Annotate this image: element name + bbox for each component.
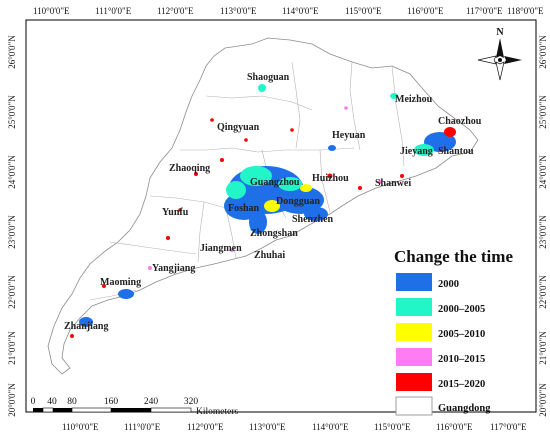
lon-tick-top: 114°0'0"E <box>282 6 319 16</box>
legend-swatch-guangdong <box>395 396 433 416</box>
lat-tick-right: 26°0'0"N <box>538 35 548 69</box>
lon-tick-bottom: 117°0'0"E <box>490 422 527 432</box>
lat-tick-right: 23°0'0"N <box>538 215 548 249</box>
lat-tick-right: 20°0'0"N <box>538 383 548 417</box>
lon-tick-top: 112°0'0"E <box>157 6 194 16</box>
city-label-chaozhou: Chaozhou <box>438 116 482 127</box>
lat-tick-left: 25°0'0"N <box>7 95 17 129</box>
lat-tick-right: 21°0'0"N <box>538 331 548 365</box>
scale-tick: 40 <box>47 397 57 407</box>
legend-label-2005-2010: 2005–2010 <box>438 329 485 340</box>
lon-tick-top: 111°0'0"E <box>95 6 132 16</box>
north-label: N <box>496 27 504 38</box>
city-label-zhaoqing: Zhaoqing <box>169 163 210 174</box>
lat-tick-left: 20°0'0"N <box>7 383 17 417</box>
city-label-meizhou: Meizhou <box>395 94 433 105</box>
legend-swatch-2000-2005 <box>396 298 432 316</box>
legend-swatch-2005-2010 <box>396 323 432 341</box>
lon-tick-top: 113°0'0"E <box>220 6 257 16</box>
city-label-foshan: Foshan <box>228 203 260 214</box>
city-label-guangzhou: Guangzhou <box>250 177 300 188</box>
lon-tick-bottom: 110°0'0"E <box>62 422 99 432</box>
lon-tick-bottom: 115°0'0"E <box>374 422 411 432</box>
scale-tick: 0 <box>31 397 36 407</box>
city-label-shaoguan: Shaoguan <box>247 72 290 83</box>
city-label-zhanjiang: Zhanjiang <box>64 321 108 332</box>
lon-tick-top: 118°0'0"E <box>507 6 544 16</box>
lat-tick-left: 26°0'0"N <box>7 35 17 69</box>
city-label-shenzhen: Shenzhen <box>292 214 334 225</box>
legend-label-2010-2015: 2010–2015 <box>438 354 485 365</box>
scale-tick: 160 <box>104 397 119 407</box>
legend-label-2000-2005: 2000–2005 <box>438 304 485 315</box>
legend-title: Change the time <box>394 247 513 266</box>
longitude-ticks-top: 110°0'0"E 111°0'0"E 112°0'0"E 113°0'0"E … <box>33 6 544 16</box>
city-label-huizhou: Huizhou <box>312 173 349 184</box>
latitude-ticks-left: 26°0'0"N 25°0'0"N 24°0'0"N 23°0'0"N 22°0… <box>7 35 17 417</box>
lon-tick-bottom: 111°0'0"E <box>124 422 161 432</box>
lon-tick-bottom: 112°0'0"E <box>187 422 224 432</box>
legend: Change the time 2000 2000–2005 2005–2010… <box>394 247 513 416</box>
lat-tick-right: 24°0'0"N <box>538 155 548 189</box>
longitude-ticks-bottom: 110°0'0"E 111°0'0"E 112°0'0"E 113°0'0"E … <box>62 422 527 432</box>
latitude-ticks-right: 26°0'0"N 25°0'0"N 24°0'0"N 23°0'0"N 22°0… <box>538 35 548 417</box>
legend-swatch-2000 <box>396 273 432 291</box>
city-label-jieyang: Jieyang <box>400 146 433 157</box>
legend-label-guangdong: Guangdong <box>438 403 491 414</box>
city-label-shanwei: Shanwei <box>375 178 411 189</box>
lon-tick-bottom: 113°0'0"E <box>249 422 286 432</box>
city-label-maoming: Maoming <box>100 277 141 288</box>
lat-tick-left: 22°0'0"N <box>7 275 17 309</box>
legend-swatch-2015-2020 <box>396 373 432 391</box>
lat-tick-left: 24°0'0"N <box>7 155 17 189</box>
city-label-yunfu: Yunfu <box>162 207 189 218</box>
lon-tick-bottom: 116°0'0"E <box>436 422 473 432</box>
city-label-heyuan: Heyuan <box>332 130 366 141</box>
lon-tick-top: 110°0'0"E <box>33 6 70 16</box>
city-labels: Shaoguan Meizhou Qingyuan Heyuan Chaozho… <box>64 72 482 332</box>
legend-label-2000: 2000 <box>438 279 459 290</box>
legend-swatch-2010-2015 <box>396 348 432 366</box>
city-label-jiangmen: Jiangmen <box>200 243 242 254</box>
lat-tick-right: 25°0'0"N <box>538 95 548 129</box>
lat-tick-left: 23°0'0"N <box>7 215 17 249</box>
scale-tick: 80 <box>67 397 77 407</box>
urban-patches <box>70 84 456 338</box>
scale-bar: 0 40 80 160 240 320 Kilometers <box>31 397 239 417</box>
city-label-zhuhai: Zhuhai <box>254 250 285 261</box>
lat-tick-right: 22°0'0"N <box>538 275 548 309</box>
city-label-zhongshan: Zhongshan <box>250 228 298 239</box>
lon-tick-top: 116°0'0"E <box>407 6 444 16</box>
city-label-shantou: Shantou <box>438 146 474 157</box>
scale-unit: Kilometers <box>196 407 239 417</box>
city-label-dongguan: Dongguan <box>276 196 320 207</box>
scale-tick: 240 <box>144 397 159 407</box>
lon-tick-bottom: 114°0'0"E <box>312 422 349 432</box>
lat-tick-left: 21°0'0"N <box>7 331 17 365</box>
north-arrow-icon: N <box>477 27 522 81</box>
lon-tick-top: 117°0'0"E <box>466 6 503 16</box>
scale-tick: 320 <box>184 397 199 407</box>
legend-label-2015-2020: 2015–2020 <box>438 379 485 390</box>
city-label-qingyuan: Qingyuan <box>217 122 260 133</box>
city-label-yangjiang: Yangjiang <box>152 263 195 274</box>
lon-tick-top: 115°0'0"E <box>345 6 382 16</box>
